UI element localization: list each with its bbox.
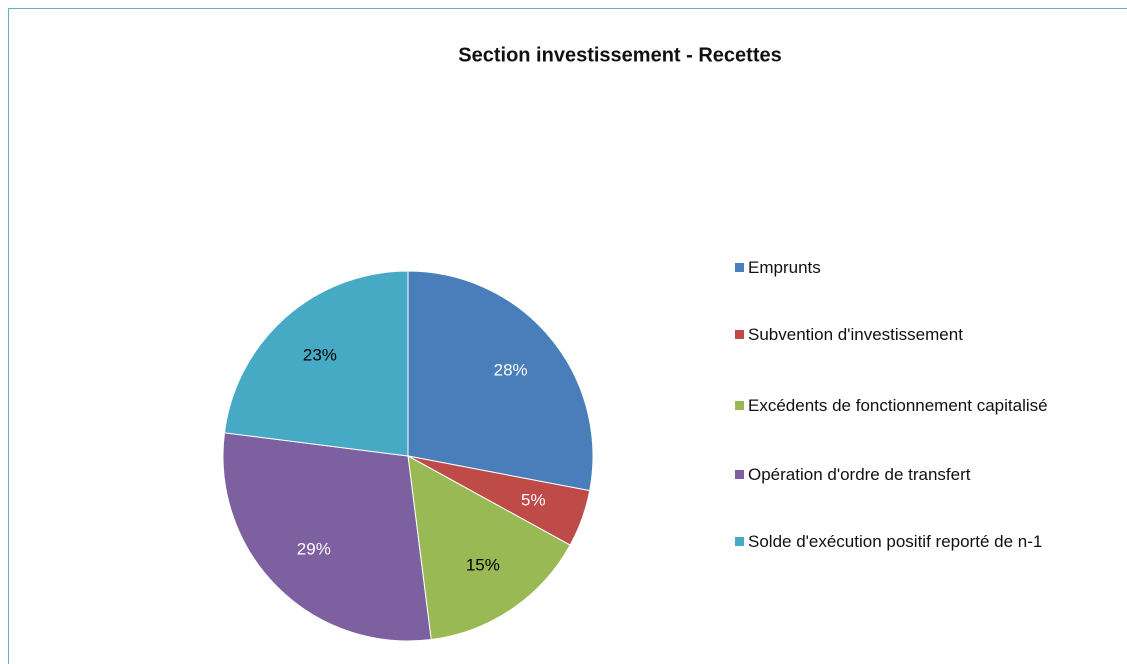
- chart-title: Section investissement - Recettes: [458, 44, 781, 66]
- data-label: 29%: [297, 540, 331, 559]
- data-label: 5%: [521, 491, 546, 510]
- legend-swatch: [735, 263, 744, 272]
- legend-label: Opération d'ordre de transfert: [748, 465, 971, 484]
- legend-item: Emprunts: [735, 254, 1125, 281]
- chart-border: [8, 8, 1127, 664]
- legend-swatch: [735, 330, 744, 339]
- data-label: 15%: [466, 556, 500, 575]
- pie-slice: [222, 432, 432, 642]
- legend-swatch: [735, 470, 744, 479]
- legend-swatch: [735, 401, 744, 410]
- data-label: 28%: [494, 361, 528, 380]
- legend-item: Opération d'ordre de transfert: [735, 461, 1125, 488]
- legend-swatch: [735, 537, 744, 546]
- legend-item: Subvention d'investissement: [735, 321, 1125, 348]
- legend-label: Emprunts: [748, 258, 821, 277]
- data-label: 23%: [303, 346, 337, 365]
- legend-item: Solde d'exécution positif reporté de n-1: [735, 528, 1125, 555]
- pie-slice: [407, 455, 571, 641]
- pie-slice: [407, 270, 594, 492]
- pie-slice: [223, 270, 409, 457]
- legend-item: Excédents de fonctionnement capitalisé: [735, 392, 1125, 419]
- legend-label: Solde d'exécution positif reporté de n-1: [748, 532, 1043, 551]
- legend-label: Subvention d'investissement: [748, 325, 963, 344]
- legend-label: Excédents de fonctionnement capitalisé: [748, 396, 1048, 415]
